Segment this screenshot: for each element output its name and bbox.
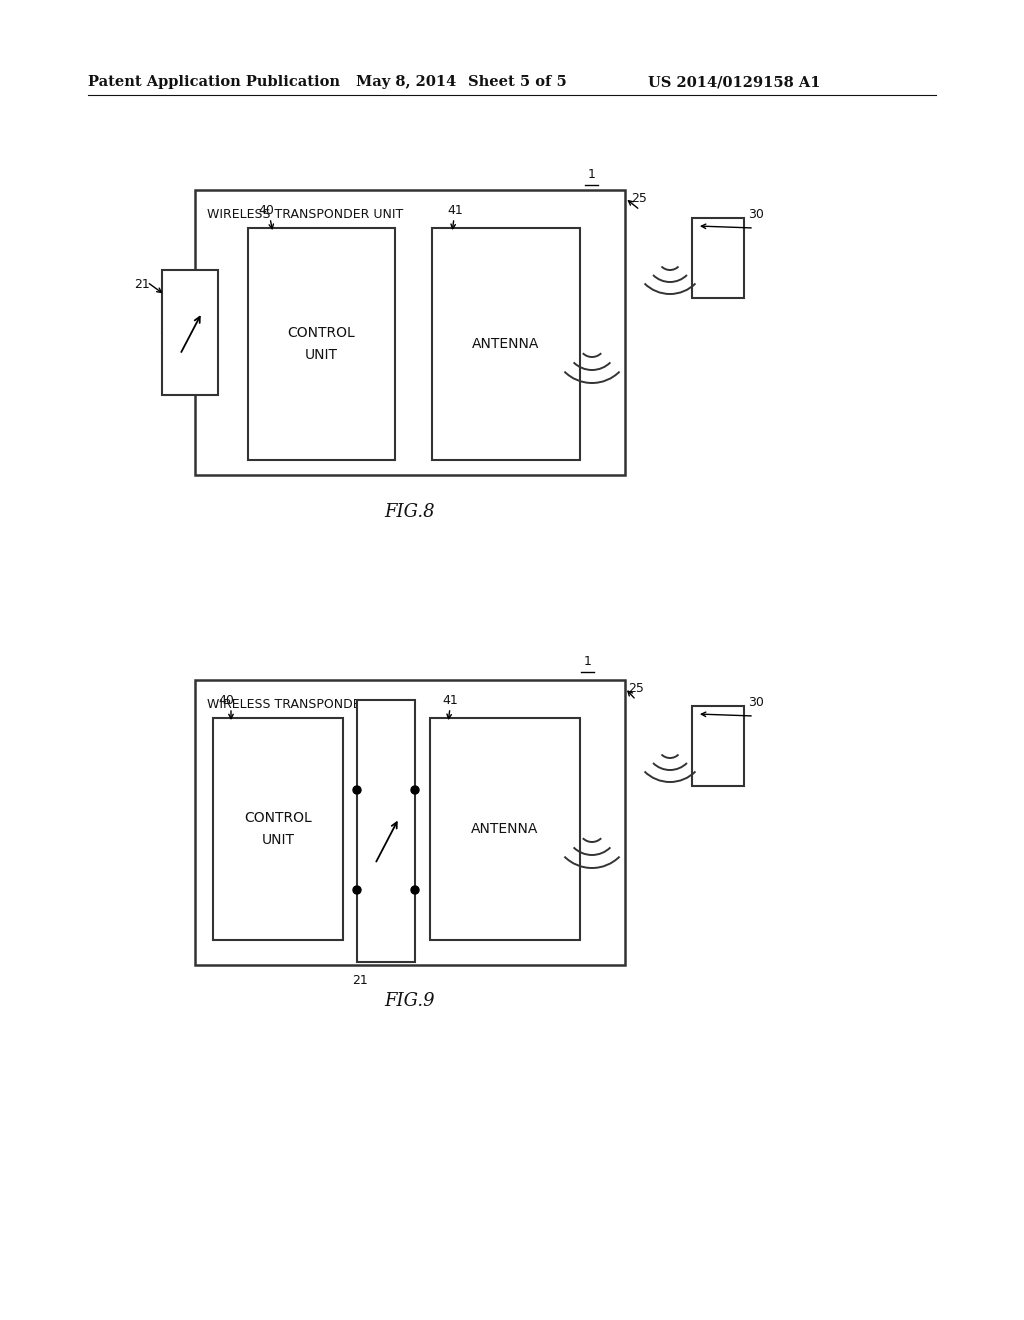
Text: Sheet 5 of 5: Sheet 5 of 5 (468, 75, 566, 88)
Text: 1: 1 (588, 168, 596, 181)
Bar (692, 218, 744, 298)
Text: 25: 25 (628, 682, 644, 696)
Bar (162, 271, 218, 395)
Text: WIRELESS TRANSPONDER UNIT: WIRELESS TRANSPONDER UNIT (207, 209, 403, 220)
Text: CONTROL
UNIT: CONTROL UNIT (244, 810, 312, 847)
Text: ANTENNA: ANTENNA (472, 337, 540, 351)
Text: 41: 41 (442, 694, 458, 708)
Bar (195, 190, 625, 475)
Text: 30: 30 (748, 209, 764, 220)
Bar (213, 718, 343, 940)
Text: FIG.8: FIG.8 (385, 503, 435, 521)
Text: Patent Application Publication: Patent Application Publication (88, 75, 340, 88)
Text: 21: 21 (352, 974, 368, 987)
Bar (248, 228, 395, 459)
Circle shape (411, 886, 419, 894)
Text: FIG.9: FIG.9 (385, 993, 435, 1010)
Text: 40: 40 (258, 205, 273, 216)
Text: 41: 41 (447, 205, 463, 216)
Text: US 2014/0129158 A1: US 2014/0129158 A1 (648, 75, 820, 88)
Bar (692, 706, 744, 785)
Text: 21: 21 (134, 279, 150, 290)
Text: WIRELESS TRANSPONDER UNIT: WIRELESS TRANSPONDER UNIT (207, 698, 403, 711)
Circle shape (411, 785, 419, 795)
Circle shape (353, 886, 361, 894)
Text: 1: 1 (584, 655, 592, 668)
Bar (430, 718, 580, 940)
Bar (357, 700, 415, 962)
Text: 25: 25 (631, 191, 647, 205)
Text: 40: 40 (218, 694, 233, 708)
Text: ANTENNA: ANTENNA (471, 822, 539, 836)
Bar (195, 680, 625, 965)
Bar (432, 228, 580, 459)
Text: 30: 30 (748, 696, 764, 709)
Text: May 8, 2014: May 8, 2014 (356, 75, 457, 88)
Text: CONTROL
UNIT: CONTROL UNIT (288, 326, 355, 363)
Circle shape (353, 785, 361, 795)
